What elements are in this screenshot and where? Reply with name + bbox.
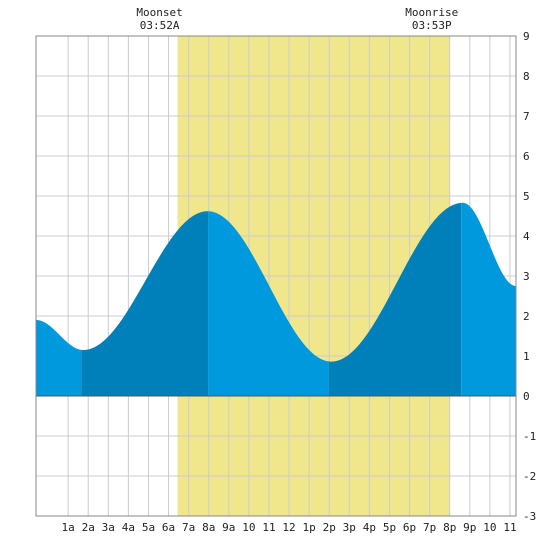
x-tick-label: 12 [282,521,295,534]
tide-area-rising [328,202,462,396]
y-tick-label: 3 [523,270,530,283]
x-tick-label: 4a [122,521,135,534]
tide-area-falling [208,211,329,396]
x-tick-label: 5a [142,521,155,534]
y-tick-label: 6 [523,150,530,163]
x-tick-label: 2a [82,521,95,534]
tick-label-layer: 1a 2a 3a 4a 5a 6a 7a 8a 9a 10 11 12 1p 2p 3p 4p 5p 6p 7p 8p… [62,30,537,534]
x-tick-label: 2p [323,521,336,534]
plot-frame [35,35,517,517]
moon-event-time: 03:53P [412,19,452,32]
x-tick-label: 3a [102,521,115,534]
x-tick-label: 8p [443,521,456,534]
x-tick-label: 6p [403,521,416,534]
tide-area-layer [36,202,516,396]
y-tick-label: 1 [523,350,530,363]
x-tick-label: 8a [202,521,215,534]
x-tick-label: 11 [503,521,516,534]
x-tick-label: 4p [363,521,376,534]
x-tick-label: 9p [463,521,476,534]
moon-event-title: Moonrise [405,6,458,19]
x-tick-label: 10 [483,521,496,534]
tide-area-falling [461,202,516,396]
y-tick-label: -3 [523,510,536,523]
frame-layer [35,35,517,517]
moon-event-time: 03:52A [140,19,180,32]
x-tick-label: 10 [242,521,255,534]
tide-area-rising [81,211,209,396]
x-tick-label: 6a [162,521,175,534]
y-tick-label: -2 [523,470,536,483]
y-tick-label: 7 [523,110,530,123]
moon-event-title: Moonset [136,6,182,19]
x-tick-label: 5p [383,521,396,534]
x-tick-label: 9a [222,521,235,534]
x-tick-label: 11 [262,521,275,534]
y-tick-label: 5 [523,190,530,203]
y-tick-label: 0 [523,390,530,403]
x-tick-label: 3p [343,521,356,534]
x-tick-label: 1a [62,521,75,534]
y-tick-label: 9 [523,30,530,43]
x-tick-label: 7p [423,521,436,534]
y-tick-label: 4 [523,230,530,243]
y-tick-label: 8 [523,70,530,83]
y-tick-label: -1 [523,430,536,443]
x-tick-label: 1p [303,521,316,534]
x-tick-label: 7a [182,521,195,534]
tide-area-falling [36,320,82,396]
y-tick-label: 2 [523,310,530,323]
